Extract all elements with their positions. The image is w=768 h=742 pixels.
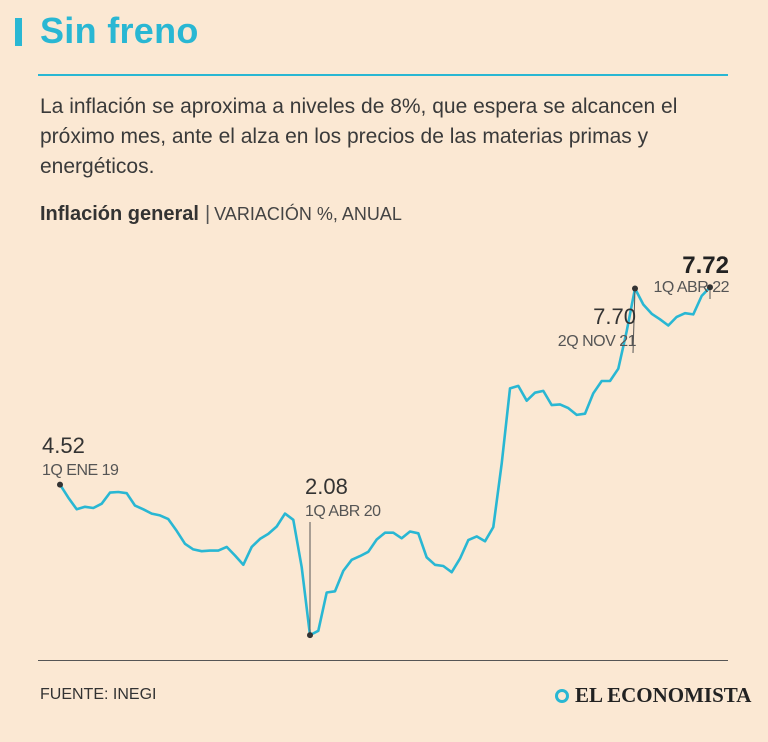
el-economista-logo-icon [555,688,569,703]
annotation-marker [307,632,313,639]
source-label: FUENTE: INEGI [40,686,157,703]
annotation-marker [57,481,63,488]
title-accent-bar [15,18,22,46]
annotation-value-label: 7.70 [593,304,636,329]
annotation-date-label: 1Q ENE 19 [42,462,119,479]
chart-title: Inflación general [40,203,199,225]
subtitle-text: La inflación se aproxima a niveles de 8%… [40,95,678,178]
brand-name: EL ECONOMISTA [575,683,752,707]
annotation-date-label: 2Q NOV 21 [558,333,637,350]
brand-logo: EL ECONOMISTA [555,683,751,708]
chart-heading: Inflación general | VARIACIÓN %, ANUAL [40,203,402,226]
chart-heading-separator: | [204,203,211,225]
footer-divider [38,660,728,661]
page-title: Sin freno [40,10,199,51]
annotation-value-label: 2.08 [305,474,348,499]
chart-unit-label: VARIACIÓN %, ANUAL [214,204,402,224]
annotation-value-label: 4.52 [42,433,85,458]
annotation-marker [707,284,713,291]
annotation-date-label: 1Q ABR 20 [305,503,381,520]
annotation-date-label: 1Q ABR 22 [653,279,729,296]
title-divider [38,74,728,76]
annotation-leader-line [632,288,636,354]
inflation-series-line [58,286,712,637]
annotation-marker [632,285,638,292]
annotation-value-label: 7.72 [682,252,729,279]
